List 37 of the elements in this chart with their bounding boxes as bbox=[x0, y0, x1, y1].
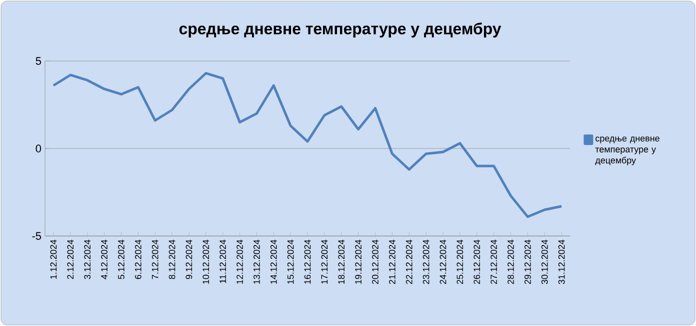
x-tick-label: 6.12.2024 bbox=[134, 240, 142, 279]
chart-title: средње дневне температуре у децембру bbox=[179, 22, 502, 38]
x-tick-label: 20.12.2024 bbox=[372, 240, 378, 284]
x-tick-label: 4.12.2024 bbox=[101, 240, 108, 280]
x-tick-label: 25.12.2024 bbox=[456, 240, 464, 284]
x-tick-label: 11.12.2024 bbox=[220, 240, 226, 284]
x-tick-label: 16.12.2024 bbox=[304, 240, 311, 284]
x-tick-label: 19.12.2024 bbox=[355, 240, 362, 284]
x-tick-label: 24.12.2024 bbox=[440, 240, 446, 284]
x-tick-label: 8.12.2024 bbox=[168, 240, 176, 280]
x-tick-label: 14.12.2024 bbox=[270, 240, 277, 284]
x-tick-label: 23.12.2024 bbox=[422, 240, 430, 284]
line-series bbox=[52, 72, 563, 218]
y-tick-label: 5 bbox=[36, 57, 42, 65]
x-tick-label: 13.12.2024 bbox=[254, 240, 260, 284]
x-tick-label: 30.12.2024 bbox=[541, 240, 548, 284]
x-tick-label: 27.12.2024 bbox=[490, 240, 497, 284]
x-tick-label: 5.12.2024 bbox=[118, 240, 124, 280]
legend-label: средње дневне температуре у децембру bbox=[595, 136, 660, 166]
x-tick-label: 10.12.2024 bbox=[202, 240, 210, 284]
x-tick-label: 22.12.2024 bbox=[406, 240, 412, 284]
y-tick-label: 0 bbox=[36, 144, 42, 152]
y-tick-label: -5 bbox=[32, 232, 42, 240]
x-tick-label: 17.12.2024 bbox=[321, 240, 328, 284]
x-tick-label: 12.12.2024 bbox=[236, 240, 243, 284]
x-tick-label: 3.12.2024 bbox=[84, 240, 91, 280]
x-tick-label: 31.12.2024 bbox=[558, 240, 565, 284]
x-tick-label: 26.12.2024 bbox=[474, 240, 480, 284]
x-tick-label: 18.12.2024 bbox=[338, 240, 345, 284]
x-tick-label: 1.12.2024 bbox=[50, 240, 57, 279]
x-tick-label: 7.12.2024 bbox=[152, 240, 158, 279]
x-tick-label: 28.12.2024 bbox=[508, 240, 514, 284]
x-tick-label: 21.12.2024 bbox=[389, 240, 396, 284]
x-tick-label: 15.12.2024 bbox=[287, 240, 294, 284]
x-tick-label: 29.12.2024 bbox=[524, 240, 531, 284]
x-tick-label: 9.12.2024 bbox=[186, 240, 192, 279]
x-tick-label: 2.12.2024 bbox=[67, 240, 74, 279]
